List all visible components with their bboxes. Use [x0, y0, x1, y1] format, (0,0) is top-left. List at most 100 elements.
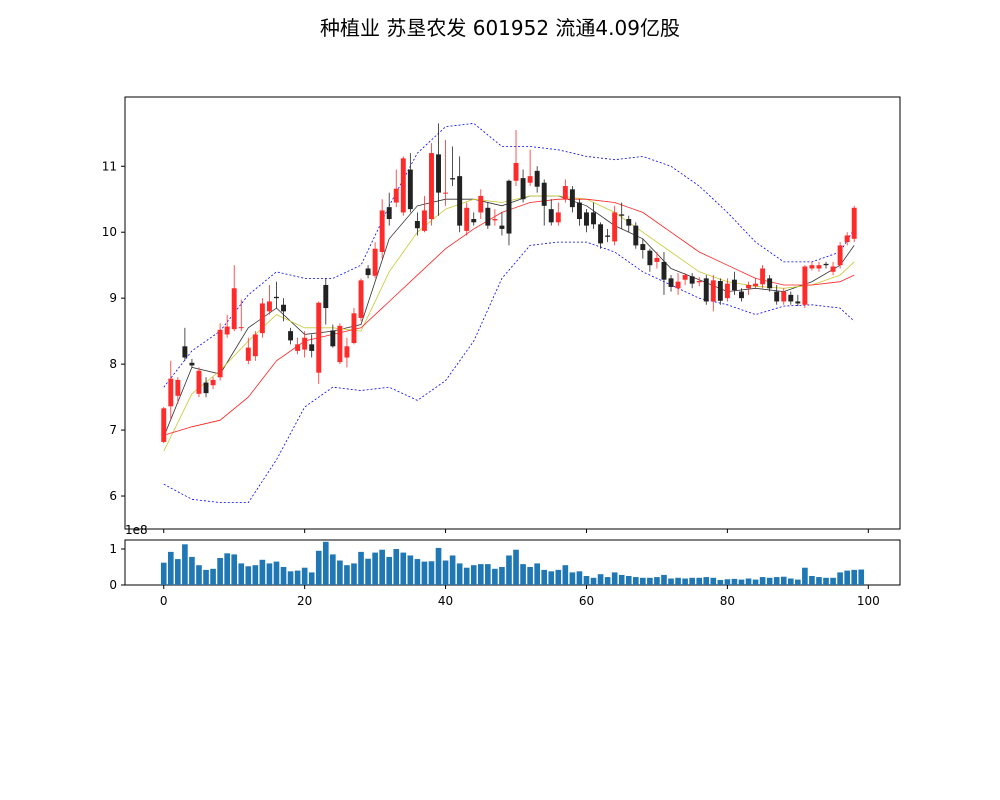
- candle-body: [393, 188, 399, 203]
- volume-bar: [520, 564, 526, 585]
- candle-body: [717, 281, 723, 301]
- candle-body: [351, 313, 357, 344]
- candle-body: [802, 266, 808, 305]
- candle-body: [245, 347, 251, 361]
- volume-x-tick-label: 100: [857, 594, 880, 608]
- volume-bar: [477, 564, 484, 585]
- volume-bar: [485, 564, 491, 585]
- price-y-tick-label: 8: [109, 357, 117, 371]
- price-y-tick-label: 10: [102, 225, 117, 239]
- volume-y-tick-label: 1: [109, 542, 117, 556]
- volume-bar: [196, 565, 202, 585]
- candle-body: [654, 257, 660, 262]
- volume-bar: [492, 568, 498, 585]
- candle-body: [774, 291, 780, 302]
- candle-body: [182, 346, 188, 358]
- volume-bar: [449, 555, 456, 585]
- volume-x-tick-label: 0: [160, 594, 168, 608]
- volume-bar: [372, 552, 378, 585]
- volume-bar: [802, 567, 808, 585]
- candle-body: [316, 302, 322, 373]
- candle-body: [527, 176, 533, 183]
- candle-body: [217, 329, 223, 378]
- candle-body: [323, 284, 329, 309]
- price-x-axis: [163, 529, 869, 533]
- volume-bar: [604, 577, 611, 585]
- volume-bar: [823, 577, 829, 585]
- candlesticks: [161, 123, 857, 444]
- candle-body: [407, 169, 413, 210]
- volume-bar: [210, 568, 216, 585]
- indicator-boll-up: [163, 122, 855, 388]
- volume-bar: [273, 561, 280, 585]
- volume-bar: [393, 549, 400, 585]
- candle-body: [605, 235, 611, 237]
- candle-body: [753, 283, 759, 287]
- volume-bar: [830, 577, 836, 585]
- volume-bar: [435, 547, 442, 585]
- candle-body: [612, 212, 618, 242]
- volume-bar: [555, 569, 562, 585]
- volume-bar: [534, 563, 540, 585]
- volume-bar: [858, 569, 865, 585]
- volume-bar: [787, 578, 794, 585]
- volume-bar: [541, 569, 548, 585]
- candle-body: [471, 219, 477, 223]
- price-panel: 6 7 8 9 10 11: [102, 96, 901, 533]
- candle-body: [696, 281, 702, 283]
- volume-bar: [618, 574, 625, 585]
- volume-bar: [217, 558, 223, 585]
- volume-x-tick-label: 40: [438, 594, 453, 608]
- candle-body: [795, 301, 801, 304]
- candle-body: [710, 280, 716, 302]
- candle-body: [513, 162, 519, 181]
- candle-body: [633, 225, 639, 246]
- volume-bar: [224, 553, 230, 585]
- volume-x-tick-label: 80: [720, 594, 735, 608]
- candle-body: [252, 334, 258, 357]
- volume-bar: [330, 554, 336, 585]
- volume-bar: [506, 555, 512, 585]
- candle-body: [421, 210, 427, 231]
- candle-body: [295, 344, 301, 351]
- candle-body: [365, 268, 371, 276]
- volume-bar: [724, 579, 731, 585]
- candle-body: [330, 330, 336, 347]
- volume-bar: [386, 556, 393, 585]
- volume-bar: [259, 559, 266, 585]
- volume-bar: [759, 577, 766, 585]
- candle-body: [626, 219, 632, 226]
- volume-bar: [816, 577, 822, 585]
- candle-body: [274, 296, 279, 299]
- volume-bar: [590, 577, 597, 585]
- candle-body: [647, 250, 653, 266]
- volume-bar: [337, 560, 343, 585]
- price-y-tick-label: 7: [109, 423, 117, 437]
- price-panel-frame: [124, 96, 901, 530]
- candle-body: [259, 303, 265, 334]
- candle-body: [520, 178, 526, 200]
- volume-bar: [647, 577, 653, 585]
- candle-body: [541, 182, 547, 206]
- volume-bar: [428, 561, 435, 585]
- candle-body: [548, 209, 554, 223]
- candle-body: [668, 278, 674, 287]
- volume-bar: [400, 552, 407, 585]
- volume-bar: [611, 572, 618, 585]
- volume-bar: [780, 576, 787, 585]
- candle-body: [739, 291, 744, 299]
- indicator-ma5: [163, 195, 855, 437]
- candle-body: [689, 276, 695, 284]
- candle-body: [309, 344, 315, 351]
- volume-bar: [252, 565, 259, 585]
- candle-body: [450, 178, 456, 180]
- volume-bar: [851, 569, 858, 585]
- indicator-ma20: [163, 198, 855, 436]
- candle-body: [266, 301, 272, 312]
- volume-bar: [358, 551, 364, 585]
- candle-body: [731, 279, 737, 291]
- candle-body: [499, 225, 505, 229]
- candle-body: [816, 265, 822, 269]
- candle-body: [682, 275, 688, 280]
